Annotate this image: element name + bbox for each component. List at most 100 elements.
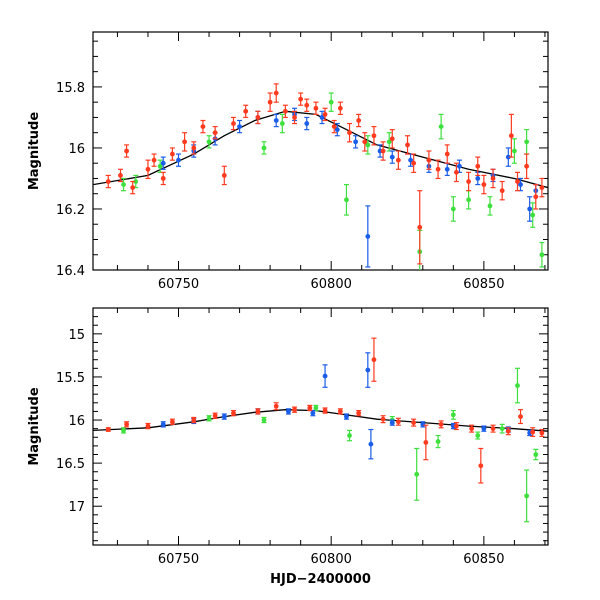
red-data-point — [307, 404, 313, 412]
green-data-point — [414, 447, 420, 501]
x-tick-label: 60850 — [463, 552, 504, 567]
red-data-point — [273, 402, 279, 411]
red-data-point — [524, 153, 530, 180]
y-axis-title: Magnitude — [27, 387, 42, 466]
red-data-point — [191, 141, 197, 155]
x-tick-label: 60800 — [311, 277, 352, 292]
blue-data-point — [176, 153, 182, 167]
red-data-point — [395, 150, 401, 170]
red-data-point — [124, 144, 130, 158]
green-data-point — [524, 129, 530, 155]
red-data-point — [508, 113, 514, 158]
green-data-point — [343, 183, 349, 216]
red-data-point — [105, 427, 111, 432]
blue-data-point — [389, 150, 395, 164]
blue-data-point — [518, 177, 524, 192]
red-data-point — [169, 147, 175, 161]
plot-frame — [92, 307, 549, 546]
red-data-point — [453, 422, 459, 431]
red-data-point — [405, 135, 411, 155]
red-data-point — [292, 110, 298, 125]
red-data-point — [453, 162, 459, 183]
green-data-point — [438, 113, 444, 140]
top-panel: 60750 60800 60850 15.8 16 16.2 16.4 Magnitude — [27, 31, 549, 292]
blue-data-point — [527, 196, 533, 222]
red-data-point — [389, 129, 395, 149]
red-data-point — [347, 122, 353, 143]
x-tick-label: 60750 — [158, 552, 199, 567]
green-data-point — [487, 196, 493, 216]
y-tick-label: 16.4 — [56, 264, 85, 279]
blue-data-point — [221, 413, 227, 420]
blue-data-point — [273, 113, 279, 128]
red-data-point — [230, 409, 236, 417]
blue-data-point — [310, 409, 316, 417]
red-data-point — [151, 153, 157, 167]
green-data-point — [313, 404, 319, 412]
red-data-point — [292, 406, 298, 413]
blue-data-point — [160, 421, 166, 428]
red-data-point — [255, 110, 261, 125]
blue-data-point — [444, 162, 450, 177]
red-data-point — [481, 174, 487, 195]
red-data-point — [380, 415, 386, 424]
red-data-point — [298, 92, 304, 106]
green-data-point — [365, 135, 371, 155]
red-data-point — [490, 424, 496, 433]
red-data-point — [337, 408, 343, 415]
green-data-point — [450, 409, 456, 420]
red-data-point — [356, 113, 362, 128]
green-data-point — [524, 469, 530, 523]
red-data-point — [490, 168, 496, 189]
red-data-point — [539, 177, 545, 198]
green-data-point — [386, 132, 392, 152]
red-data-point — [411, 418, 417, 427]
green-data-point — [206, 415, 212, 422]
green-data-point — [514, 367, 520, 404]
red-data-point — [505, 427, 511, 436]
blue-data-point — [322, 364, 328, 388]
red-data-point — [255, 408, 261, 415]
red-data-point — [337, 101, 343, 115]
red-data-point — [282, 104, 288, 119]
red-data-point — [371, 125, 377, 146]
y-axis-title: Magnitude — [27, 112, 42, 191]
red-data-point — [322, 407, 328, 414]
red-data-point — [331, 119, 337, 134]
red-data-point — [371, 337, 377, 382]
blue-data-point — [285, 408, 291, 415]
red-data-point — [530, 427, 536, 438]
y-tick-label: 17 — [68, 500, 85, 515]
red-data-point — [145, 159, 151, 180]
model-curve — [93, 110, 548, 189]
red-data-point — [411, 153, 417, 173]
green-data-point — [279, 113, 285, 134]
blue-data-point — [365, 352, 371, 388]
green-data-point — [435, 434, 441, 449]
blue-data-point — [319, 110, 325, 125]
y-tick-label: 15.5 — [56, 371, 85, 386]
red-data-point — [191, 416, 197, 424]
bottom-panel: 60750 60800 60850 15 15.5 16 16.5 17 Magnitude HJ… — [27, 307, 549, 587]
y-tick-label: 15.8 — [56, 81, 85, 96]
plot-frame — [92, 31, 549, 271]
red-data-point — [435, 159, 441, 180]
x-tick-label: 60850 — [463, 277, 504, 292]
red-data-point — [267, 92, 273, 112]
red-data-point — [169, 418, 175, 425]
green-data-point — [328, 92, 334, 112]
red-data-point — [438, 420, 444, 429]
red-data-point — [273, 83, 279, 103]
green-data-point — [450, 196, 456, 222]
green-data-point — [533, 448, 539, 461]
green-data-point — [530, 202, 536, 228]
green-data-point — [157, 159, 163, 173]
blue-data-point — [365, 205, 371, 268]
red-data-point — [444, 144, 450, 164]
green-data-point — [121, 177, 127, 192]
blue-data-point — [304, 116, 310, 131]
blue-data-point — [389, 419, 395, 426]
green-data-point — [511, 138, 517, 164]
red-data-point — [533, 183, 539, 210]
